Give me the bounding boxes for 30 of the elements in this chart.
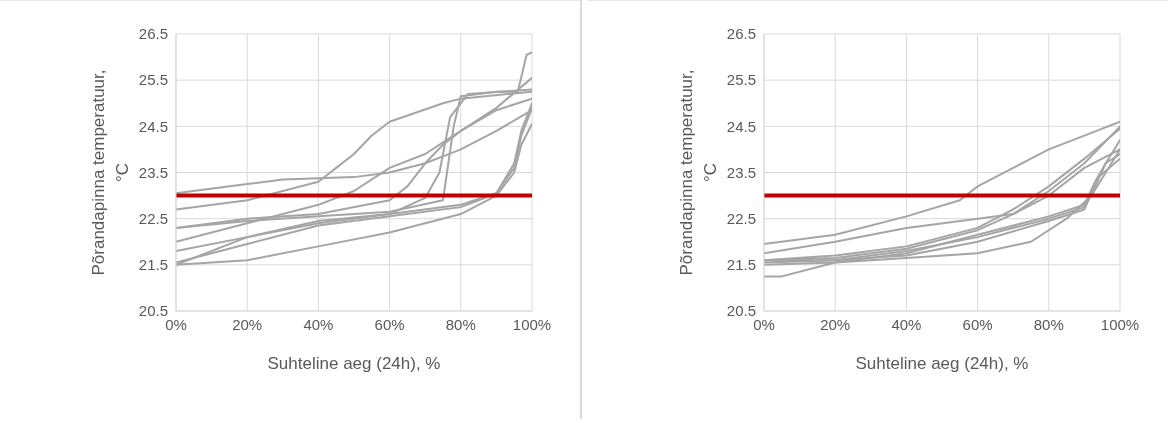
x-tick-label: 40% xyxy=(891,315,922,333)
y-axis-title: Põrandapinna temperatuur, °C xyxy=(677,69,720,276)
x-tick-label: 0% xyxy=(753,315,775,333)
y-tick-label: 22.5 xyxy=(138,209,168,227)
x-axis-title: Suhteline aeg (24h), % xyxy=(855,354,1029,373)
y-tick-label: 22.5 xyxy=(726,209,756,227)
y-tick-label: 21.5 xyxy=(726,256,756,274)
y-tick-label: 21.5 xyxy=(138,256,168,274)
y-axis-title: Põrandapinna temperatuur, °C xyxy=(89,69,132,276)
x-tick-label: 100% xyxy=(1100,315,1140,333)
y-tick-label: 20.5 xyxy=(138,302,168,320)
y-tick-label: 23.5 xyxy=(726,163,756,181)
y-tick-label: 24.5 xyxy=(138,117,168,135)
x-tick-label: 60% xyxy=(374,315,405,333)
x-axis-title: Suhteline aeg (24h), % xyxy=(267,354,441,373)
x-tick-label: 40% xyxy=(303,315,334,333)
x-tick-label: 60% xyxy=(962,315,993,333)
y-tick-label: 25.5 xyxy=(726,71,756,89)
x-tick-label: 20% xyxy=(820,315,851,333)
x-tick-label: 100% xyxy=(512,315,552,333)
y-tick-label: 23.5 xyxy=(138,163,168,181)
y-tick-label: 26.5 xyxy=(726,25,756,43)
x-tick-label: 80% xyxy=(445,315,476,333)
x-tick-label: 0% xyxy=(165,315,187,333)
x-tick-label: 20% xyxy=(232,315,263,333)
x-tick-label: 80% xyxy=(1033,315,1064,333)
y-tick-label: 24.5 xyxy=(726,117,756,135)
y-tick-label: 20.5 xyxy=(726,302,756,320)
y-tick-label: 25.5 xyxy=(138,71,168,89)
y-tick-label: 26.5 xyxy=(138,25,168,43)
